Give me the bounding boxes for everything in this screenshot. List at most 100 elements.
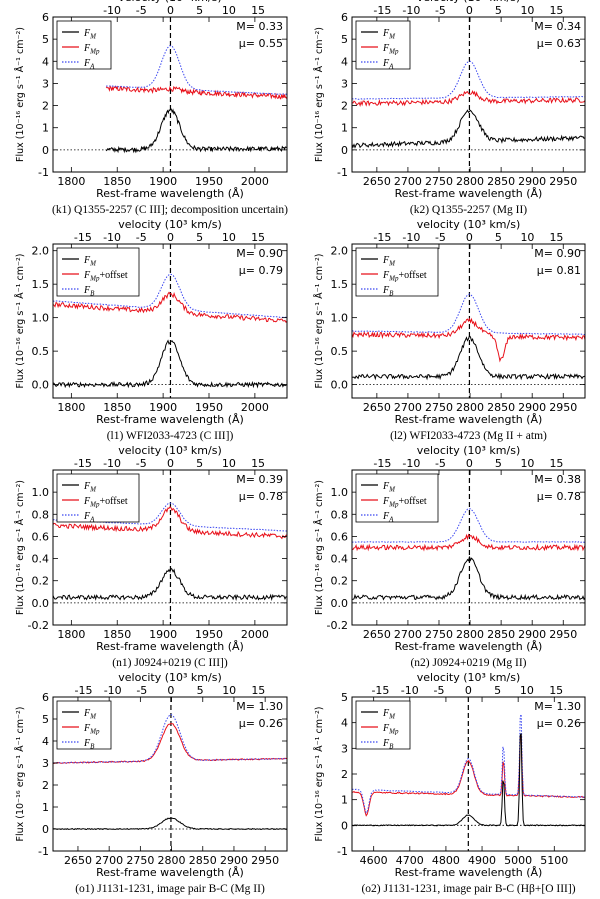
- panel-caption: (l2) WFI2033-4723 (Mg II + atm): [390, 430, 547, 442]
- x-tick-label: 2000: [241, 401, 269, 414]
- y-axis-label: Flux (10⁻¹⁶ erg s⁻¹ Å⁻¹ cm⁻²): [313, 480, 325, 615]
- velocity-tick-label: -15: [371, 684, 389, 697]
- panel-caption: (n2) J0924+0219 (Mg II): [410, 657, 526, 669]
- velocity-tick-label: -5: [435, 457, 446, 470]
- series-red-line: [352, 90, 585, 108]
- velocity-tick-label: 5: [196, 457, 203, 470]
- velocity-tick-label: -15: [74, 231, 92, 244]
- x-tick-label: 4900: [468, 854, 496, 867]
- y-tick-label: 3: [341, 77, 348, 90]
- velocity-tick-label: -15: [373, 457, 391, 470]
- x-axis-label: Rest-frame wavelength (Å): [395, 413, 543, 426]
- y-tick-label: 0.4: [32, 553, 50, 566]
- velocity-tick-label: -10: [402, 4, 420, 17]
- velocity-tick-label: -5: [136, 231, 147, 244]
- velocity-tick-label: -5: [435, 231, 446, 244]
- plot-frame: [52, 16, 288, 173]
- y-tick-label: 6: [42, 691, 49, 704]
- velocity-tick-label: 5: [197, 684, 204, 697]
- legend-box: [355, 700, 411, 750]
- x-tick-label: 1800: [57, 628, 85, 641]
- series-blue-line: [352, 714, 585, 814]
- y-tick-label: 0.8: [331, 508, 349, 521]
- velocity-tick-label: -15: [373, 4, 391, 17]
- y-tick-label: 1.0: [331, 486, 349, 499]
- plot-area: [352, 244, 585, 398]
- velocity-tick-label: 0: [465, 684, 472, 697]
- y-tick-label: 1: [42, 122, 49, 135]
- velocity-tick-label: 15: [251, 231, 265, 244]
- annotation-M: M= 0.39: [236, 473, 283, 486]
- top-axis-label: velocity (10³ km/s): [118, 218, 222, 231]
- x-tick-label: 2900: [518, 628, 546, 641]
- series-black-line: [53, 817, 287, 831]
- x-tick-label: 4800: [432, 854, 460, 867]
- y-tick-label: 0: [341, 144, 348, 157]
- y-tick-label: 5: [341, 691, 348, 704]
- legend-label: FMp+offset: [83, 270, 128, 283]
- x-axis-label: Rest-frame wavelength (Å): [96, 187, 244, 200]
- x-tick-label: 1900: [149, 628, 177, 641]
- x-axis-label: Rest-frame wavelength (Å): [96, 413, 244, 426]
- series-red-line: [352, 317, 585, 363]
- y-tick-label: 0.0: [32, 597, 50, 610]
- x-axis-label: Rest-frame wavelength (Å): [395, 866, 543, 879]
- annotation-mu: μ= 0.55: [239, 37, 283, 50]
- legend-label: FMp+offset: [83, 496, 128, 509]
- y-tick-label: 0.6: [331, 530, 349, 543]
- x-tick-label: 1900: [149, 175, 177, 188]
- y-tick-label: 1: [42, 801, 49, 814]
- y-tick-label: 4: [42, 55, 49, 68]
- annotation-mu: μ= 0.26: [239, 717, 283, 730]
- velocity-tick-label: 5: [495, 457, 502, 470]
- x-tick-label: 2650: [363, 401, 391, 414]
- x-tick-label: 5100: [540, 854, 568, 867]
- y-tick-label: 5: [42, 33, 49, 46]
- y-tick-label: 5: [42, 713, 49, 726]
- y-axis-label: Flux (10⁻¹⁶ erg s⁻¹ Å⁻¹ cm⁻²): [14, 707, 26, 842]
- velocity-tick-label: 0: [466, 231, 473, 244]
- velocity-tick-label: 15: [549, 231, 563, 244]
- velocity-tick-label: 0: [167, 4, 174, 17]
- y-tick-label: 1.5: [331, 278, 349, 291]
- x-tick-label: 2950: [549, 175, 577, 188]
- y-tick-label: 1.0: [32, 312, 50, 325]
- velocity-tick-label: -10: [402, 457, 420, 470]
- y-axis-label: Flux (10⁻¹⁶ erg s⁻¹ Å⁻¹ cm⁻²): [313, 27, 325, 162]
- velocity-tick-label: -10: [402, 231, 420, 244]
- x-tick-label: 2800: [456, 175, 484, 188]
- panel-caption: (n1) J0924+0219 (C III]): [112, 657, 228, 669]
- velocity-tick-label: -10: [103, 4, 121, 17]
- x-tick-label: 2850: [487, 401, 515, 414]
- y-tick-label: 6: [341, 11, 348, 24]
- chart-panel: 2650 2700 2750 2800 2850 2900 2950-10123456-15…: [14, 671, 288, 895]
- legend-label: FMp+offset: [382, 496, 427, 509]
- top-axis-label: velocity (10³ km/s): [417, 218, 521, 231]
- chart-panel: 2650 2700 2750 2800 2850 2900 2950 0.0 0.5 1.0 1.5…: [313, 218, 586, 442]
- plot-area: [53, 17, 287, 172]
- velocity-tick-label: 15: [251, 457, 265, 470]
- velocity-tick-label: 15: [549, 4, 563, 17]
- velocity-tick-label: 0: [167, 457, 174, 470]
- x-tick-label: 4700: [396, 854, 424, 867]
- y-tick-label: 0.5: [32, 345, 50, 358]
- y-tick-label: 0.8: [32, 508, 50, 521]
- y-tick-label: 5: [341, 33, 348, 46]
- y-tick-label: 0: [42, 823, 49, 836]
- velocity-tick-label: 10: [520, 457, 534, 470]
- series-red-line: [53, 291, 287, 324]
- y-tick-label: 2: [341, 100, 348, 113]
- annotation-mu: μ= 0.81: [537, 264, 581, 277]
- y-axis-label: Flux (10⁻¹⁶ erg s⁻¹ Å⁻¹ cm⁻²): [14, 254, 26, 389]
- x-tick-label: 2850: [189, 854, 217, 867]
- x-tick-label: 2850: [487, 628, 515, 641]
- legend-box: [56, 473, 140, 523]
- y-tick-label: 0.0: [32, 379, 50, 392]
- y-tick-label: 0: [42, 144, 49, 157]
- annotation-M: M= 0.33: [236, 20, 283, 33]
- series-blue-line: [352, 508, 585, 543]
- velocity-tick-label: -5: [435, 4, 446, 17]
- plot-frame: [351, 469, 586, 626]
